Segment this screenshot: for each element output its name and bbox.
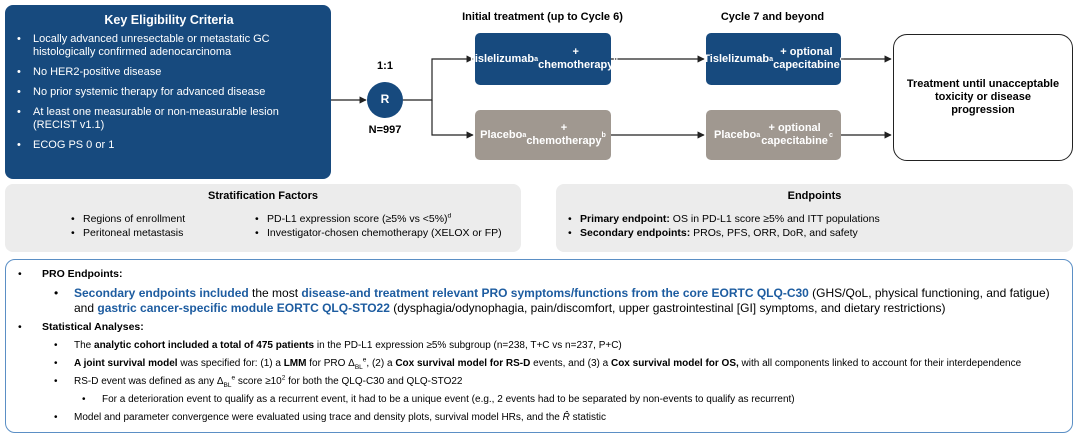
text-run: Tislelizumab [468,52,535,65]
text-run: Locally advanced unresectable or metasta… [33,33,270,58]
text-run: the most [248,286,302,300]
detail-line: For a deterioration event to qualify as … [6,393,1060,406]
stratification-list: Regions of enrollment Peritoneal metastas… [71,212,185,240]
text-run: (dysphagia/odynophagia, pain/discomfort,… [389,301,946,315]
text-run: was specified for: (1) a [177,358,284,369]
detail-line: Statistical Analyses: [6,321,1060,334]
arrow [403,55,474,101]
text-run: + optional capecitabine [773,46,840,71]
stratification-list: PD-L1 expression score (≥5% vs <5%)dInve… [255,212,502,240]
stratification-panel: Stratification Factors Regions of enroll… [5,184,521,252]
detail-line: RS-D event was defined as any ΔBLe score… [6,374,1060,389]
endpoints-panel: Endpoints Primary endpoint: OS in PD-L1 … [556,184,1073,252]
text-run: A joint survival model [74,358,178,369]
list-item: Locally advanced unresectable or metasta… [17,33,321,59]
text-run: statistic [569,412,606,423]
text-run: Cox survival model for OS, [610,358,739,369]
list-item: PD-L1 expression score (≥5% vs <5%)d [255,212,502,226]
eligibility-title: Key Eligibility Criteria [104,13,234,27]
list-item: Regions of enrollment [71,212,185,226]
ratio: 1:1 [377,60,393,72]
text-run: with all components linked to account fo… [738,358,1022,369]
details-box: PRO Endpoints: Secondary endpoints includ… [5,259,1073,433]
outcome-box: Treatment until unacceptable toxicity or… [893,34,1073,161]
text-run: Primary endpoint: [580,213,670,225]
text-run: Secondary endpoints: [580,227,691,239]
list-item: Peritoneal metastasis [71,226,185,240]
detail-line: The analytic cohort included a total of … [6,339,1060,352]
text-run: BL [354,364,363,371]
text-run: (GHS/QoL, physical functioning, and fati… [74,286,1050,315]
arm-box: Placebo a + optional capecitabine c [706,110,841,160]
eligibility-box: Key Eligibility Criteria Locally advance… [5,5,331,179]
text-run: events, and (3) a [530,358,611,369]
text-run: Secondary endpoints included [74,286,249,300]
list-item: Primary endpoint: OS in PD-L1 score ≥5% … [568,212,880,226]
text-run: d [447,212,452,220]
text-run: Investigator-chosen chemotherapy (XELOX … [267,227,502,239]
list-item: Secondary endpoints: PROs, PFS, ORR, DoR… [568,226,880,240]
text-run: No prior systemic therapy for advanced d… [33,86,266,98]
text-run: Model and parameter convergence were eva… [74,412,563,423]
text-run: LMM [283,358,307,369]
randomization-label: R [380,92,390,106]
text-run: Regions of enrollment [83,213,186,225]
endpoints-title: Endpoints [787,190,842,202]
arm-box: Tislelizumab a + chemotherapy b [468,33,618,85]
text-run: PD-L1 expression score (≥5% vs <5%) [267,213,448,225]
text-run: No HER2-positive disease [33,66,162,78]
text-run: RS-D event was defined as any Δ [74,376,224,387]
text-run: for PRO Δ [306,358,355,369]
text-run: analytic cohort included a total of 475 … [94,340,315,351]
text-run: in the PD-L1 expression ≥5% subgroup (n=… [314,340,622,351]
text-run: score ≥10 [235,376,282,387]
text-run: Tislelizumab [703,52,770,65]
detail-line: Secondary endpoints included the most di… [6,286,1060,316]
endpoints-list: Primary endpoint: OS in PD-L1 score ≥5% … [568,212,880,240]
text-run: For a deterioration event to qualify as … [102,394,795,405]
arm-box: Tislelizumab a + optional capecitabine c [703,33,844,85]
text-run: , (2) a [366,358,396,369]
text-run: PRO Endpoints: [42,268,123,280]
text-run: The [74,340,95,351]
text-run: disease-and treatment relevant PRO sympt… [301,286,809,300]
list-item: At least one measurable or non-measurabl… [17,106,321,132]
list-item: No HER2-positive disease [17,66,321,79]
randomization-circle [367,82,403,118]
text-run: Peritoneal metastasis [83,227,184,239]
list-item: No prior systemic therapy for advanced d… [17,86,321,99]
phase-header: Cycle 7 and beyond [720,11,825,23]
detail-line: Model and parameter convergence were eva… [6,411,1060,424]
text-run: e [231,374,236,382]
eligibility-list: Locally advanced unresectable or metasta… [17,33,321,152]
text-run: Placebo [480,128,523,141]
text-run: + chemotherapy [526,122,602,147]
text-run: gastric cancer-specific module EORTC QLQ… [97,301,390,315]
text-run: Placebo [714,128,757,141]
text-run: for both the QLQ-C30 and QLQ-STO22 [285,376,463,387]
text-run: PROs, PFS, ORR, DoR, and safety [690,227,858,239]
text-run: 2 [281,374,286,382]
detail-line: PRO Endpoints: [6,268,1060,281]
text-run: R̂ [562,412,570,423]
text-run: + chemotherapy [538,46,614,71]
arm-box: Placebo a + chemotherapy b [475,110,611,160]
stratification-title: Stratification Factors [207,190,319,202]
text-run: e [362,356,367,364]
text-run: ECOG PS 0 or 1 [33,139,115,151]
detail-line: A joint survival model was specified for… [6,356,1060,371]
text-run: OS in PD-L1 score ≥5% and ITT population… [669,213,880,225]
list-item: ECOG PS 0 or 1 [17,139,321,152]
phase-header: Initial treatment (up to Cycle 6) [462,11,623,23]
text-run: Cox survival model for RS-D [395,358,531,369]
arrow [431,100,474,139]
list-item: Investigator-chosen chemotherapy (XELOX … [255,226,502,240]
text-run: Statistical Analyses: [42,321,144,333]
text-run: At least one measurable or non-measurabl… [33,106,279,131]
sample-size: N=997 [368,124,402,136]
text-run: BL [223,382,232,389]
text-run: + optional capecitabine [761,122,828,147]
